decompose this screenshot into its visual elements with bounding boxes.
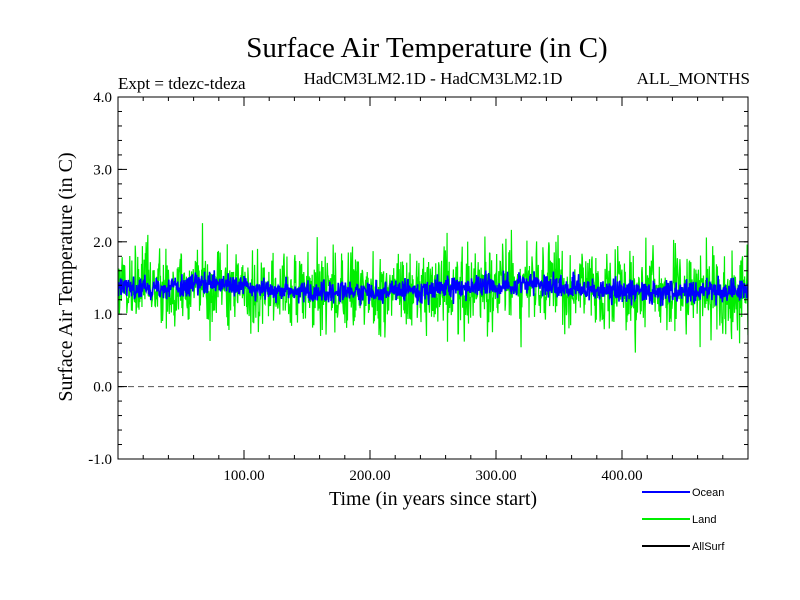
- y-axis-label: Surface Air Temperature (in C): [55, 152, 77, 401]
- legend-label-ocean: Ocean: [692, 487, 724, 499]
- legend-label-land: Land: [692, 514, 716, 526]
- subtitle-months: ALL_MONTHS: [637, 69, 750, 88]
- chart-title: Surface Air Temperature (in C): [246, 32, 607, 64]
- y-tick-label: -1.0: [88, 452, 112, 468]
- y-tick-label: 2.0: [93, 235, 112, 251]
- y-tick-label: 4.0: [93, 90, 112, 106]
- subtitle-models: HadCM3LM2.1D - HadCM3LM2.1D: [304, 69, 563, 88]
- x-tick-label: 200.00: [349, 468, 390, 484]
- legend: Ocean Land AllSurf: [642, 487, 725, 553]
- y-tick-label: 0.0: [93, 380, 112, 396]
- subtitle-expt: Expt = tdezc-tdeza: [118, 74, 246, 93]
- y-tick-label: 1.0: [93, 307, 112, 323]
- series-line-ocean: [118, 270, 748, 307]
- x-tick-label: 400.00: [601, 468, 642, 484]
- x-tick-label: 300.00: [475, 468, 516, 484]
- x-tick-label: 100.00: [223, 468, 264, 484]
- legend-label-allsurf: AllSurf: [692, 541, 725, 553]
- axis-ticks: -1.0 0.0 1.0 2.0 3.0 4.0 100.00 200.00 300.00 400…: [88, 90, 749, 484]
- y-tick-label: 3.0: [93, 162, 112, 178]
- series-layer: [118, 223, 748, 353]
- plot-frame: [117, 96, 749, 460]
- x-axis-label: Time (in years since start): [329, 488, 537, 510]
